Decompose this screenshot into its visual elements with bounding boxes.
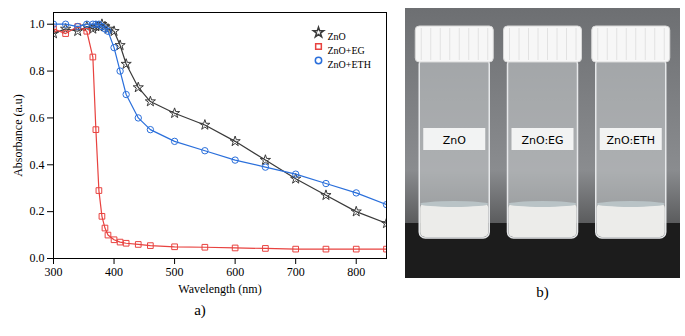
svg-text:400: 400 <box>105 265 123 279</box>
svg-text:0.2: 0.2 <box>29 204 44 218</box>
svg-text:Absorbance (a.u): Absorbance (a.u) <box>11 94 25 177</box>
svg-text:ZnO:EG: ZnO:EG <box>521 134 563 147</box>
svg-text:Wavelength (nm): Wavelength (nm) <box>178 282 261 296</box>
svg-text:700: 700 <box>286 265 304 279</box>
html-text:a): a) <box>194 302 206 318</box>
svg-text:600: 600 <box>226 265 244 279</box>
svg-text:ZnO: ZnO <box>327 31 345 42</box>
svg-text:ZnO:ETH: ZnO:ETH <box>606 134 655 147</box>
svg-text:1.0: 1.0 <box>29 17 44 31</box>
svg-text:ZnO+ETH: ZnO+ETH <box>327 59 370 70</box>
svg-text:0.0: 0.0 <box>29 251 44 265</box>
svg-text:ZnO+EG: ZnO+EG <box>327 45 364 56</box>
svg-text:0.6: 0.6 <box>29 111 44 125</box>
html-text:b): b) <box>536 284 549 300</box>
svg-text:0.8: 0.8 <box>29 64 44 78</box>
svg-text:500: 500 <box>165 265 183 279</box>
svg-text:800: 800 <box>347 265 365 279</box>
svg-text:0.4: 0.4 <box>29 158 44 172</box>
svg-text:ZnO: ZnO <box>443 134 467 147</box>
svg-text:300: 300 <box>44 265 62 279</box>
